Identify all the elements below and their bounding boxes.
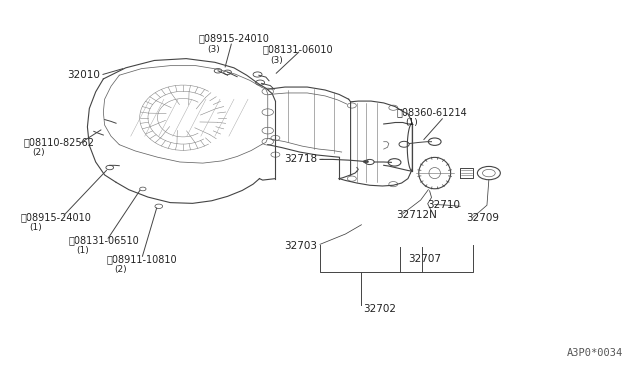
Text: Ⓝ08360-61214: Ⓝ08360-61214 (396, 107, 467, 117)
Text: (3): (3) (270, 56, 283, 65)
Text: ⒲08110-82562: ⒲08110-82562 (24, 137, 95, 147)
Text: (1): (1) (29, 223, 42, 232)
Text: (2): (2) (32, 148, 45, 157)
Text: ⒲08131-06510: ⒲08131-06510 (68, 235, 139, 246)
Text: Ⓧ08915-24010: Ⓧ08915-24010 (20, 212, 92, 222)
Text: (1): (1) (76, 247, 89, 256)
Text: ⒲08131-06010: ⒲08131-06010 (262, 44, 333, 54)
Text: (3): (3) (207, 45, 220, 54)
Text: (2): (2) (114, 265, 127, 274)
Text: 32707: 32707 (408, 254, 441, 264)
Text: 32702: 32702 (364, 304, 396, 314)
Text: 32712N: 32712N (396, 210, 436, 220)
Text: 32718: 32718 (284, 154, 317, 164)
Circle shape (364, 160, 369, 163)
Text: 32703: 32703 (284, 241, 317, 251)
Text: 32710: 32710 (427, 200, 460, 210)
Text: A3P0*0034: A3P0*0034 (566, 348, 623, 358)
Text: (1): (1) (404, 118, 417, 127)
Text: Ⓚ08911-10810: Ⓚ08911-10810 (106, 254, 177, 264)
Text: Ⓧ08915-24010: Ⓧ08915-24010 (199, 33, 270, 43)
Text: 32709: 32709 (467, 214, 500, 224)
Text: 32010: 32010 (67, 70, 100, 80)
